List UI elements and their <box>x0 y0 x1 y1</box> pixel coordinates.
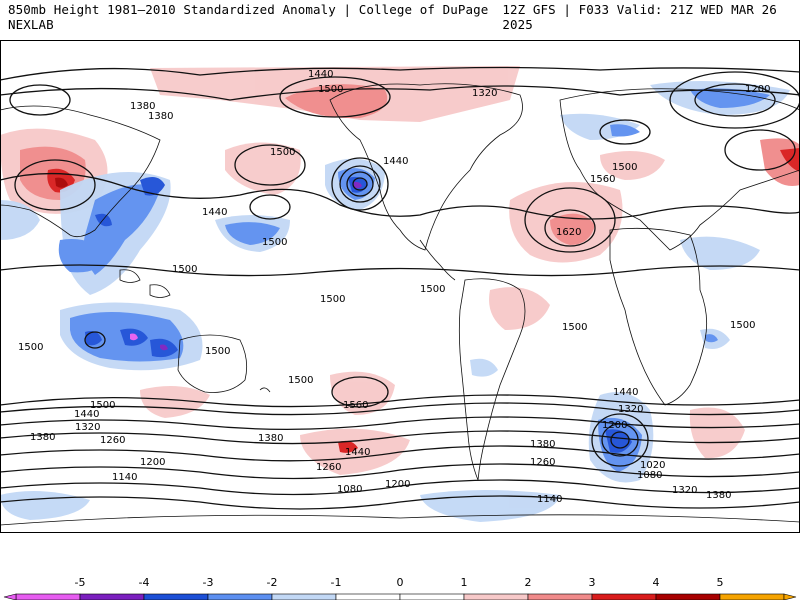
anomaly-colorbar: -5 -4 -3 -2 -1 0 1 2 3 4 5 <box>0 560 800 600</box>
contour-label: 1500 <box>262 237 287 248</box>
contour-label: 1500 <box>420 284 445 295</box>
map-title: 850mb Height 1981–2010 Standardized Anom… <box>8 2 489 32</box>
contour-label: 1560 <box>343 400 368 411</box>
colorbar-tick-label: 3 <box>588 576 596 589</box>
colorbar-tick-label: -2 <box>266 576 278 589</box>
contour-label: 1020 <box>640 460 665 471</box>
colorbar-tick-label: 1 <box>460 576 468 589</box>
model-valid-time: 12Z GFS | F033 Valid: 21Z WED MAR 26 202… <box>502 2 777 32</box>
colorbar-segment <box>463 593 529 600</box>
contour-label: 1440 <box>74 409 99 420</box>
contour-label: 1260 <box>316 462 341 473</box>
contour-label: 1440 <box>613 387 638 398</box>
contour-label: 1200 <box>745 84 770 95</box>
contour-label: 1080 <box>337 484 362 495</box>
contour-label: 1320 <box>672 485 697 496</box>
contour-label: 1500 <box>288 375 313 386</box>
colorbar-segment <box>527 593 593 600</box>
anomaly-map: 1440 1500 1380 1380 1320 1200 1500 1440 … <box>0 40 800 533</box>
colorbar-segment <box>271 593 337 600</box>
colorbar-tick-label: 5 <box>716 576 724 589</box>
contour-label: 1500 <box>320 294 345 305</box>
colorbar-segment <box>399 593 465 600</box>
contour-label: 1200 <box>385 479 410 490</box>
contour-label: 1320 <box>618 404 643 415</box>
colorbar-segment <box>143 593 209 600</box>
contour-label: 1380 <box>258 433 283 444</box>
contour-label: 1140 <box>112 472 137 483</box>
contour-label: 1380 <box>30 432 55 443</box>
colorbar-left-arrow <box>3 593 17 600</box>
contour-label: 1440 <box>383 156 408 167</box>
colorbar-tick-label: -4 <box>138 576 150 589</box>
height-contours <box>0 66 800 510</box>
colorbar-segment <box>335 593 401 600</box>
coastlines <box>0 83 800 526</box>
colorbar-tick-label: 0 <box>396 576 404 589</box>
contour-label: 1380 <box>130 101 155 112</box>
contour-label: 1440 <box>345 447 370 458</box>
colorbar-right-arrow <box>783 593 797 600</box>
contour-label: 1500 <box>562 322 587 333</box>
contour-label: 1320 <box>75 422 100 433</box>
colorbar-segment <box>79 593 145 600</box>
colorbar-tick-label: 2 <box>524 576 532 589</box>
contour-label: 1500 <box>18 342 43 353</box>
colorbar-segment <box>15 593 81 600</box>
contour-label: 1500 <box>318 84 343 95</box>
colorbar-svg <box>3 593 797 600</box>
contour-label: 1380 <box>530 439 555 450</box>
colorbar-tick-label: 4 <box>652 576 660 589</box>
contour-label: 1380 <box>148 111 173 122</box>
contour-label: 1260 <box>530 457 555 468</box>
colorbar-segment <box>207 593 273 600</box>
contour-label: 1320 <box>472 88 497 99</box>
colorbar-segment <box>719 593 785 600</box>
contour-label: 1440 <box>202 207 227 218</box>
colorbar-segment <box>655 593 721 600</box>
header-bar: 850mb Height 1981–2010 Standardized Anom… <box>0 0 800 34</box>
colorbar-tick-label: -1 <box>330 576 342 589</box>
contour-label: 1380 <box>706 490 731 501</box>
colorbar-tick-label: -5 <box>74 576 86 589</box>
contour-label: 1200 <box>602 420 627 431</box>
contour-label: 1200 <box>140 457 165 468</box>
contour-label: 1080 <box>637 470 662 481</box>
contour-label: 1500 <box>270 147 295 158</box>
contour-label: 1260 <box>100 435 125 446</box>
contour-label: 1500 <box>90 400 115 411</box>
contour-label: 1440 <box>308 69 333 80</box>
positive-anomaly-areas <box>0 66 800 475</box>
contour-labels: 1440 1500 1380 1380 1320 1200 1500 1440 … <box>18 69 770 505</box>
contour-label: 1500 <box>612 162 637 173</box>
colorbar-tick-label: -3 <box>202 576 214 589</box>
contour-label: 1500 <box>730 320 755 331</box>
contour-label: 1140 <box>537 494 562 505</box>
colorbar-segment <box>591 593 657 600</box>
contour-label: 1500 <box>205 346 230 357</box>
contour-label: 1500 <box>172 264 197 275</box>
contour-label: 1560 <box>590 174 615 185</box>
contour-label: 1620 <box>556 227 581 238</box>
map-svg: 1440 1500 1380 1380 1320 1200 1500 1440 … <box>0 40 800 533</box>
